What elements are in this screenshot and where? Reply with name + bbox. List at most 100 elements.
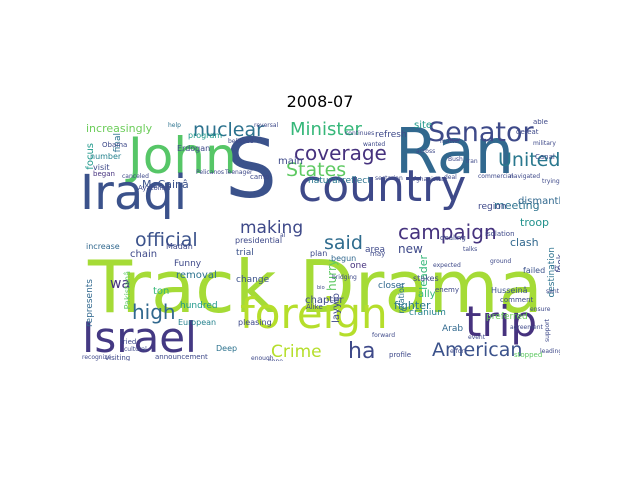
word-layyip: layyip: [331, 293, 342, 323]
word-increasingly: increasingly: [86, 122, 153, 135]
word-forward: forward: [372, 332, 396, 339]
word-country: country: [298, 161, 467, 212]
word-visit: visit: [93, 163, 110, 172]
word-matter: matter: [440, 138, 461, 145]
word-hussein: Husseinâ: [491, 286, 528, 295]
word-cloud: Track Drama S John Ran country Iraqi foreign tr…: [80, 119, 560, 361]
word-begun: begun: [331, 254, 357, 263]
word-making: making: [240, 218, 304, 238]
word-pleasing: pleasing: [238, 318, 272, 327]
word-meeting: meeting: [494, 199, 540, 212]
word-american: American: [432, 339, 523, 361]
word-crime: Crime: [271, 342, 322, 361]
word-iran: Iran: [466, 158, 478, 165]
word-madan: Madan: [166, 242, 193, 251]
word-represents: represents: [85, 279, 95, 327]
word-defeat: defeat: [516, 128, 539, 136]
word-bio: bio: [317, 285, 325, 291]
word-chapter: chapter: [305, 295, 344, 306]
word-funny: Funny: [174, 259, 202, 269]
word-stakes: stakes: [413, 274, 439, 283]
word-ally: ally: [418, 289, 436, 300]
word-deep: Deep: [216, 344, 238, 353]
word-teenager: Teenager: [225, 169, 253, 176]
word-cultural: cultural: [124, 346, 147, 353]
word-afghanistan: Afghanistan: [410, 176, 446, 183]
word-official: official: [135, 229, 198, 251]
word-clash: clash: [510, 236, 539, 249]
word-believed: believed: [228, 138, 254, 145]
word-foreign: foreign: [240, 289, 388, 338]
word-program: program: [188, 131, 223, 140]
word-leading: leading: [540, 348, 560, 355]
word-cranium: cranium: [409, 308, 446, 318]
word-israel: Israel: [82, 313, 197, 361]
word-pakistan: Pakistanâ: [123, 271, 132, 310]
word-profile: profile: [389, 351, 412, 359]
word-s: S: [225, 122, 278, 217]
word-isolation: isolation: [485, 230, 515, 238]
word-track-drama: Track Drama: [88, 245, 543, 329]
word-troop: troop: [520, 216, 550, 229]
word-john: John: [128, 127, 237, 185]
word-able: able: [533, 119, 548, 126]
word-commercial: commercial: [478, 173, 513, 180]
word-effort: effort: [450, 348, 467, 355]
word-camo: camo: [250, 173, 270, 181]
word-help: help: [168, 122, 181, 129]
word-back: back: [554, 264, 560, 273]
word-bush: Bush: [448, 156, 463, 163]
word-change: change: [236, 275, 270, 285]
word-event: event: [468, 334, 486, 341]
word-ground: ground: [490, 258, 512, 265]
word-ran: Ran: [395, 119, 515, 188]
word-dismantling: dismantling: [518, 196, 560, 207]
word-refresh: refresh: [375, 130, 407, 140]
word-hundred: hundred: [180, 301, 218, 311]
word-visiting: visiting: [105, 354, 131, 362]
word-began: began: [93, 170, 115, 178]
word-european: European: [178, 318, 217, 327]
word-wanted: wanted: [363, 141, 386, 148]
word-comment: comment: [500, 296, 534, 304]
word-agreement: agreement: [510, 324, 543, 331]
word-trip: trip: [465, 297, 538, 346]
word-increase: increase: [86, 242, 120, 251]
word-talks: talks: [463, 246, 478, 253]
word-tried: tried: [120, 338, 137, 346]
word-ayatollah: Ayatollah: [138, 184, 171, 192]
word-announcement: announcement: [155, 353, 208, 361]
word-sectarian: sectarian: [375, 175, 403, 182]
word-enemy: enemy: [435, 286, 460, 294]
word-preferred: preferred: [486, 312, 528, 322]
word-trial: trial: [236, 248, 254, 258]
word-mccain: McCainâ: [142, 178, 189, 191]
word-ensure: ensure: [530, 306, 551, 313]
word-region: region: [478, 202, 507, 212]
word-high: high: [132, 300, 176, 324]
word-chain: chain: [130, 249, 158, 260]
word-reversal: reversal: [254, 122, 279, 129]
word-iraqi: Iraqi: [80, 165, 188, 221]
word-navigated: navigated: [510, 173, 541, 180]
word-nuclear: nuclear: [193, 119, 264, 141]
word-deal: deal: [444, 174, 457, 181]
word-removal: removal: [176, 270, 217, 281]
word-wa: wa: [110, 276, 131, 292]
word-new: new: [398, 242, 423, 256]
word-stopped: stopped: [514, 351, 543, 359]
word-dealing: dealing: [440, 234, 466, 242]
word-support: support: [544, 319, 551, 343]
word-presidential: presidential: [235, 236, 283, 245]
chart-title: 2008-07: [286, 92, 354, 111]
word-sent: sent: [546, 288, 559, 295]
word-said: said: [324, 232, 363, 254]
word-reflect: reflect: [342, 176, 371, 186]
word-bridging: bridging: [332, 274, 357, 281]
word-number: number: [90, 152, 122, 161]
word-main: main: [278, 156, 303, 167]
word-ton: ton: [153, 286, 170, 297]
word-canal: Canal: [535, 153, 555, 161]
word-enough: enough: [251, 355, 274, 362]
word-coverage: coverage: [294, 141, 387, 165]
